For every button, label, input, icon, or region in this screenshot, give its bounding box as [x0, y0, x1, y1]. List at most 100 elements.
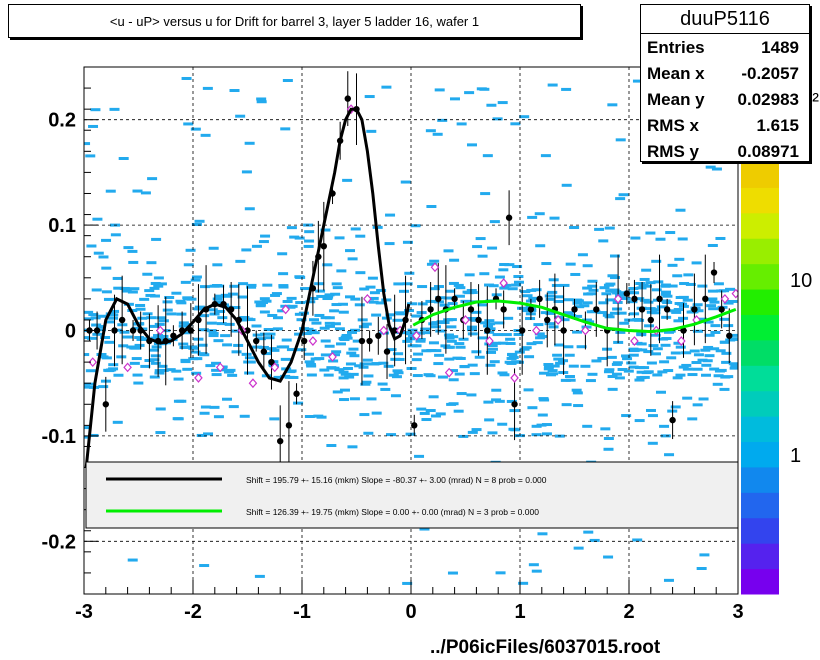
histogram-cell [116, 355, 127, 359]
histogram-cell [687, 417, 698, 421]
histogram-cell [183, 122, 194, 126]
histogram-cell [260, 234, 271, 238]
histogram-cell [445, 289, 456, 293]
stats-title: duuP5116 [641, 5, 809, 34]
histogram-cell [98, 355, 109, 359]
histogram-cell [708, 307, 719, 311]
histogram-cell [611, 372, 622, 376]
histogram-cell [494, 275, 505, 279]
histogram-cell [197, 343, 208, 347]
histogram-cell [462, 290, 473, 294]
histogram-cell [155, 407, 166, 411]
histogram-cell [108, 363, 119, 367]
histogram-cell [728, 333, 738, 337]
histogram-cell [104, 340, 115, 344]
histogram-cell [416, 407, 427, 411]
histogram-cell [455, 356, 466, 360]
histogram-cell [286, 226, 297, 230]
histogram-cell [448, 402, 459, 406]
histogram-cell [547, 369, 558, 373]
histogram-cell [443, 249, 454, 253]
histogram-cell [528, 296, 539, 300]
histogram-cell [426, 349, 437, 353]
histogram-cell [181, 76, 192, 80]
histogram-cell [411, 344, 422, 348]
histogram-cell [194, 305, 205, 309]
histogram-cell [96, 352, 107, 356]
histogram-cell [137, 316, 148, 320]
histogram-cell [273, 375, 284, 379]
histogram-cell [628, 353, 639, 357]
histogram-cell [573, 299, 584, 303]
histogram-cell [315, 289, 326, 293]
histogram-cell [146, 316, 157, 320]
data-point-filled [726, 332, 733, 339]
histogram-cell [449, 97, 460, 101]
histogram-cell [448, 335, 459, 339]
histogram-cell [681, 363, 692, 367]
histogram-cell [458, 434, 469, 438]
histogram-cell [582, 301, 593, 305]
histogram-cell [149, 348, 160, 352]
histogram-cell [730, 364, 738, 368]
colorbar-segment [741, 517, 779, 544]
histogram-cell [553, 299, 564, 303]
histogram-cell [402, 339, 413, 343]
histogram-cell [246, 285, 257, 289]
histogram-cell [574, 305, 585, 309]
histogram-cell [272, 327, 283, 331]
histogram-cell [400, 180, 411, 184]
histogram-cell [151, 345, 162, 349]
histogram-cell [628, 365, 639, 369]
histogram-cell [85, 154, 96, 158]
histogram-cell [693, 309, 704, 313]
histogram-cell [650, 333, 661, 337]
y-tick-label: 0.2 [48, 110, 76, 132]
histogram-cell [710, 330, 721, 334]
histogram-cell [526, 288, 537, 292]
histogram-cell [96, 314, 107, 318]
histogram-cell [147, 177, 158, 181]
histogram-cell [185, 248, 196, 252]
histogram-cell [551, 283, 562, 287]
histogram-cell [507, 352, 518, 356]
stat-row-mean-x: Mean x -0.2057 [641, 60, 809, 86]
histogram-cell [96, 328, 107, 332]
histogram-cell [133, 381, 144, 385]
histogram-cell [700, 373, 711, 377]
data-point-open [215, 362, 225, 373]
histogram-cell [142, 272, 153, 276]
histogram-cell [645, 408, 656, 412]
histogram-cell [293, 401, 304, 405]
stat-value: 1.615 [756, 116, 799, 135]
data-point-open [720, 293, 730, 304]
histogram-cell [597, 311, 608, 315]
data-point-filled [663, 306, 671, 313]
histogram-cell [540, 154, 551, 158]
histogram-cell [398, 289, 409, 293]
stat-label: Entries [647, 38, 705, 57]
histogram-cell [191, 371, 202, 375]
data-point-open [363, 293, 372, 304]
histogram-cell [311, 321, 322, 325]
histogram-cell [238, 282, 249, 286]
histogram-cell [531, 433, 542, 437]
colorbar-segment [741, 162, 779, 188]
histogram-cell [559, 283, 570, 287]
histogram-cell [417, 285, 428, 289]
histogram-cell [406, 302, 417, 306]
histogram-cell [255, 337, 266, 341]
histogram-cell [179, 345, 190, 349]
histogram-cell [486, 103, 497, 107]
histogram-cell [693, 353, 704, 357]
histogram-cell [544, 322, 555, 326]
histogram-cell [621, 354, 632, 358]
histogram-cell [330, 292, 341, 296]
histogram-cell [453, 409, 464, 413]
histogram-cell [709, 347, 720, 351]
histogram-cell [199, 314, 210, 318]
histogram-cell [477, 336, 488, 340]
histogram-cell [371, 411, 382, 415]
histogram-cell [730, 366, 738, 370]
histogram-cell [200, 133, 211, 137]
